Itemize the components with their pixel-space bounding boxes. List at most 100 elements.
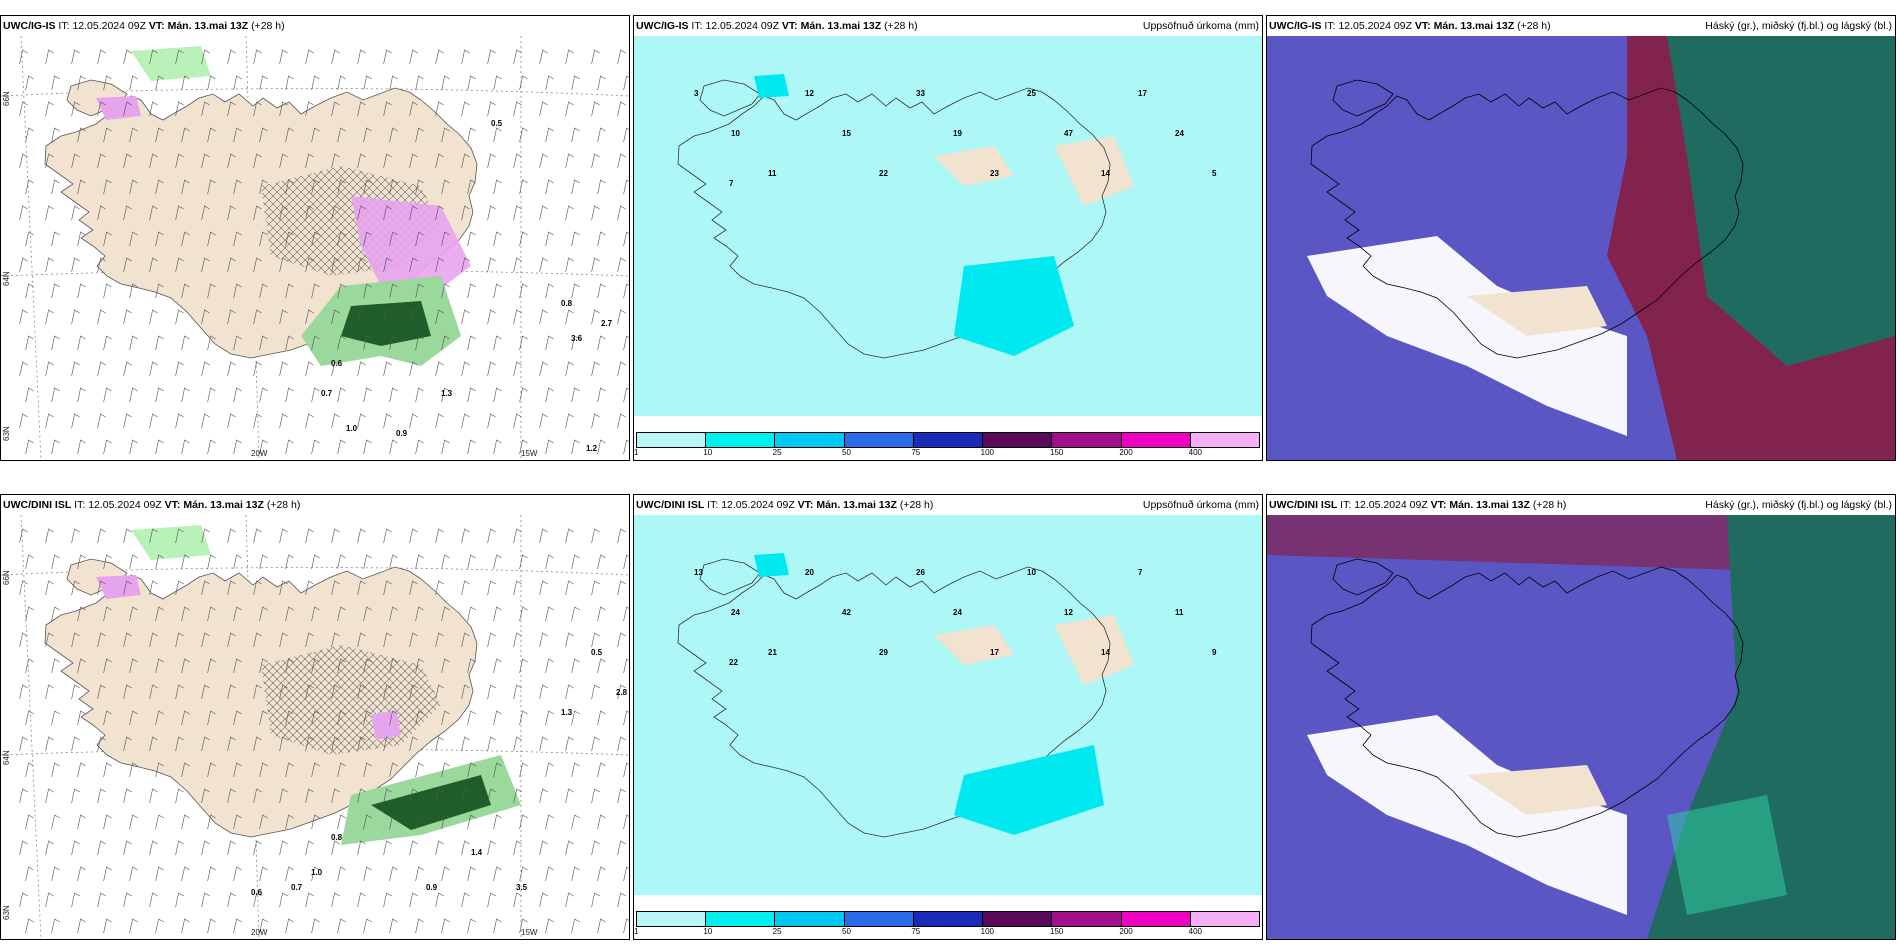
wind-barb: [513, 49, 522, 65]
wind-barb: [175, 684, 184, 700]
wind-barb: [597, 127, 606, 143]
wind-barb: [279, 840, 288, 856]
wind-barb: [571, 231, 580, 247]
wind-barb: [415, 866, 424, 882]
wind-barb: [597, 231, 606, 247]
legend-tick: 100: [980, 448, 995, 457]
wind-barb: [311, 387, 320, 403]
wind-barb: [383, 788, 392, 804]
wind-barb: [19, 788, 28, 804]
wind-barb: [175, 736, 184, 752]
wind-barb: [331, 361, 340, 377]
wind-barb: [129, 439, 138, 455]
wind-barb: [617, 205, 626, 221]
precip-value: 29: [879, 648, 888, 657]
wind-barb: [207, 606, 216, 622]
wind-barb: [545, 918, 554, 934]
wind-barb: [487, 684, 496, 700]
wind-barb: [129, 283, 138, 299]
lat-label: 64N: [2, 750, 11, 765]
wind-barb: [311, 75, 320, 91]
wind-barb: [51, 231, 60, 247]
wind-barb: [45, 632, 54, 648]
visible-land: [1467, 286, 1607, 336]
wind-barb: [97, 788, 106, 804]
wind-barb: [253, 684, 262, 700]
wind-barb: [201, 736, 210, 752]
wind-barb: [285, 231, 294, 247]
precip-value: 5: [1212, 169, 1217, 178]
wind-barb: [337, 710, 346, 726]
panel-precip-row2: UWC/DINI ISL IT: 12.05.2024 09Z VT: Mán.…: [633, 494, 1263, 940]
wind-barb: [175, 205, 184, 221]
wind-barb: [623, 866, 629, 882]
wind-barb: [103, 606, 112, 622]
high-cloud-area: [1667, 36, 1895, 366]
wind-barb: [623, 658, 629, 674]
wind-barb: [441, 127, 450, 143]
wind-barb: [97, 101, 106, 117]
wind-barb: [409, 153, 418, 169]
wind-barb: [591, 101, 600, 117]
wind-barb: [539, 632, 548, 648]
precip-value: 24: [1175, 129, 1184, 138]
wind-barb: [415, 814, 424, 830]
wind-barb: [155, 75, 164, 91]
wind-barb: [233, 283, 242, 299]
wind-barb: [285, 762, 294, 778]
wind-barb: [383, 205, 392, 221]
wind-barb: [435, 788, 444, 804]
wind-barb: [539, 309, 548, 325]
wind-barb: [363, 762, 372, 778]
wind-barb: [285, 439, 294, 455]
wind-barb: [487, 101, 496, 117]
wind-barb: [155, 335, 164, 351]
wind-barb: [45, 580, 54, 596]
wind-barb: [305, 153, 314, 169]
wind-barb: [513, 205, 522, 221]
wind-barb: [19, 580, 28, 596]
legend-tick: 10: [703, 448, 713, 457]
wind-barb: [539, 101, 548, 117]
wind-barb: [617, 892, 626, 908]
wind-barb: [519, 283, 528, 299]
wind-barb: [123, 361, 132, 377]
wind-value: 0.5: [591, 648, 603, 657]
precip-light-area: [634, 36, 1262, 416]
wind-barb: [363, 918, 372, 934]
wind-barb: [285, 606, 294, 622]
wind-barb: [363, 658, 372, 674]
wind-barb: [331, 101, 340, 117]
wind-barb: [513, 580, 522, 596]
wind-barb: [591, 528, 600, 544]
wind-barb: [97, 205, 106, 221]
legend-tick: 400: [1188, 448, 1203, 457]
wind-barb: [253, 361, 262, 377]
wind-barb: [279, 684, 288, 700]
wind-barb: [77, 918, 86, 934]
wind-barb: [493, 918, 502, 934]
wind-barb: [311, 866, 320, 882]
wind-barb: [285, 710, 294, 726]
wind-barb: [591, 684, 600, 700]
wind-barb: [363, 387, 372, 403]
legend-tick: 150: [1050, 448, 1064, 457]
wind-barb: [25, 179, 34, 195]
wind-barb: [597, 439, 606, 455]
wind-barb: [51, 658, 60, 674]
wind-barb: [383, 840, 392, 856]
wind-barb: [617, 788, 626, 804]
wind-barb: [311, 127, 320, 143]
wind-barb: [623, 439, 629, 455]
wind-barb: [77, 387, 86, 403]
westfjords-outline: [1332, 558, 1394, 596]
wind-barb: [415, 75, 424, 91]
precip-value: 17: [1138, 89, 1147, 98]
pink-shade: [351, 196, 471, 296]
wind-barb: [545, 179, 554, 195]
wind-barb: [201, 892, 210, 908]
wind-barb: [149, 684, 158, 700]
wind-barb: [617, 528, 626, 544]
wind-barb: [19, 892, 28, 908]
wind-barb: [149, 309, 158, 325]
